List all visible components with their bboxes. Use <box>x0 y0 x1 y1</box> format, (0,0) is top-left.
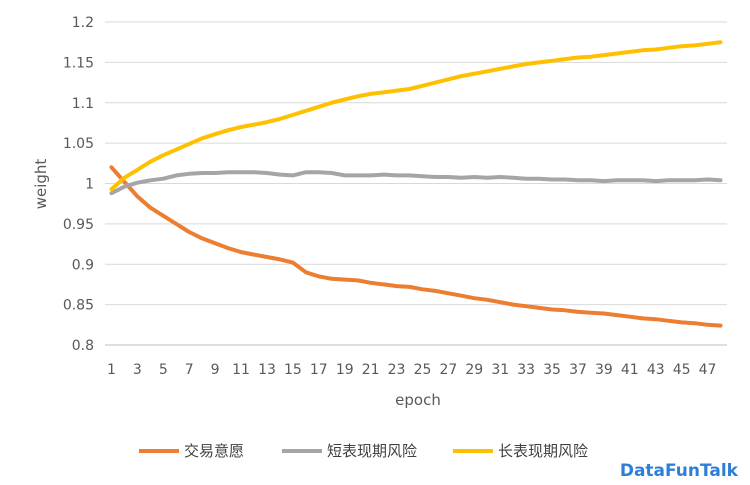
y-tick-label: 0.8 <box>72 338 94 354</box>
series-line-2 <box>109 170 723 196</box>
x-tick-label: 11 <box>232 362 250 378</box>
x-tick-label: 9 <box>211 362 220 378</box>
y-tick-label: 1 <box>85 177 94 193</box>
x-tick-label: 43 <box>647 362 665 378</box>
x-tick-label: 21 <box>362 362 380 378</box>
series-line-3 <box>109 40 723 192</box>
legend-label: 短表现期风险 <box>327 442 417 460</box>
y-tick-label: 1.1 <box>72 96 94 112</box>
y-tick-label: 0.95 <box>63 217 94 233</box>
x-tick-label: 41 <box>621 362 639 378</box>
series-lines <box>109 40 723 328</box>
y-tick-label: 1.2 <box>72 15 94 31</box>
x-tick-label: 45 <box>673 362 691 378</box>
x-tick-label: 39 <box>595 362 613 378</box>
watermark-text: DataFunTalk <box>620 461 739 481</box>
x-axis-title: epoch <box>395 391 441 409</box>
x-tick-label: 29 <box>465 362 483 378</box>
x-tick-label: 7 <box>185 362 194 378</box>
x-tick-label: 19 <box>336 362 354 378</box>
x-tick-label: 35 <box>543 362 561 378</box>
x-tick-label: 25 <box>414 362 432 378</box>
legend-item: 长表现期风险 <box>453 442 588 460</box>
legend-item: 交易意愿 <box>139 442 244 460</box>
y-tick-labels: 0.8 0.85 0.9 0.95 1 1.05 1.1 1.15 1.2 <box>63 15 94 354</box>
x-tick-label: 23 <box>388 362 406 378</box>
x-tick-labels: 1 3 5 7 9 11 13 15 17 19 21 23 25 27 29 31 33 35 37 39 41 43 4… <box>107 362 716 378</box>
y-tick-label: 0.85 <box>63 298 94 314</box>
x-tick-label: 27 <box>439 362 457 378</box>
grid-lines <box>105 21 727 346</box>
x-tick-label: 31 <box>491 362 509 378</box>
x-tick-label: 3 <box>133 362 142 378</box>
legend-label: 长表现期风险 <box>498 442 588 460</box>
y-tick-label: 1.05 <box>63 136 94 152</box>
x-tick-label: 17 <box>310 362 328 378</box>
y-tick-label: 0.9 <box>72 257 94 273</box>
legend-label: 交易意愿 <box>184 442 244 460</box>
x-tick-label: 37 <box>569 362 587 378</box>
y-axis-title: weight <box>32 159 50 210</box>
x-tick-label: 33 <box>517 362 535 378</box>
legend-item: 短表现期风险 <box>282 442 417 460</box>
x-tick-label: 47 <box>699 362 717 378</box>
x-tick-label: 1 <box>107 362 116 378</box>
y-tick-label: 1.15 <box>63 55 94 71</box>
x-tick-label: 13 <box>258 362 276 378</box>
x-tick-label: 5 <box>159 362 168 378</box>
x-tick-label: 15 <box>284 362 302 378</box>
legend: 交易意愿 短表现期风险 长表现期风险 <box>139 442 588 460</box>
series-line-1 <box>109 165 723 328</box>
